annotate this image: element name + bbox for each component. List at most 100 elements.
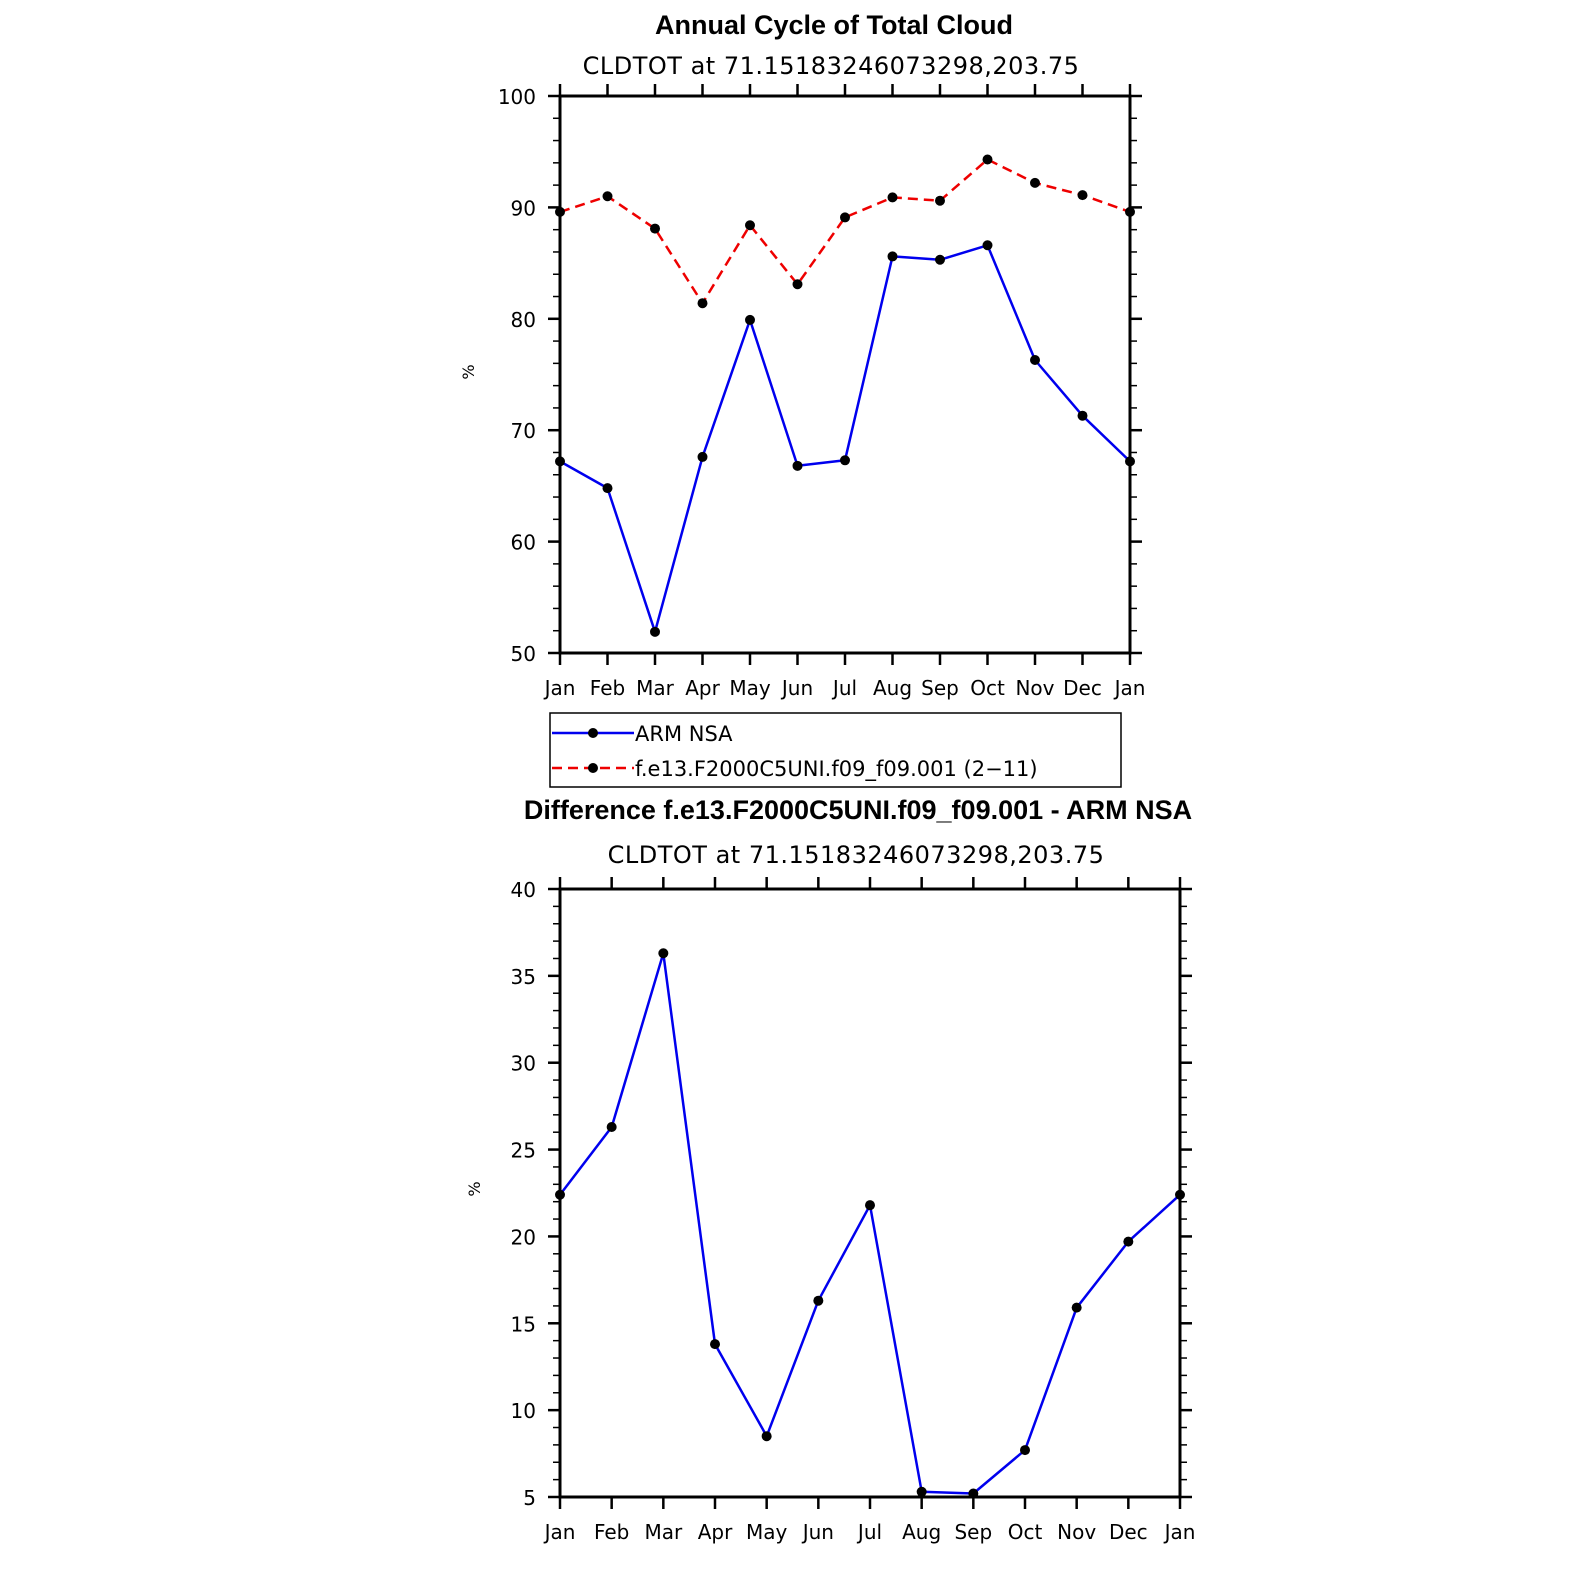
- y-axis-label: %: [465, 1181, 484, 1196]
- x-tick-label: Jan: [543, 1520, 576, 1544]
- data-point: [1125, 206, 1135, 217]
- legend-label-arm: ARM NSA: [635, 722, 733, 746]
- y-tick-label: 60: [511, 531, 536, 555]
- y-tick-label: 80: [511, 308, 536, 332]
- annual-cycle-chart: Annual Cycle of Total Cloud CLDTOT at 71…: [459, 10, 1145, 700]
- data-point: [935, 254, 945, 265]
- data-point: [1030, 355, 1040, 366]
- data-point: [792, 279, 803, 290]
- x-tick-label: May: [746, 1520, 788, 1544]
- x-tick-label: Feb: [594, 1520, 629, 1544]
- legend: ARM NSA f.e13.F2000C5UNI.f09_f09.001 (2−…: [549, 712, 1122, 788]
- y-tick-label: 100: [498, 85, 536, 109]
- data-point: [658, 948, 669, 959]
- data-point: [1030, 177, 1040, 188]
- y-axis-label: %: [459, 364, 478, 379]
- plot-axes: 5 10 15 20 25 30 35 40 Jan Feb Mar Apr May Jun Jul Aug S…: [511, 877, 1196, 1544]
- x-tick-label: Dec: [1109, 1520, 1148, 1544]
- data-point: [982, 154, 993, 165]
- x-tick-label: Jun: [780, 676, 813, 700]
- series-line: [559, 244, 1131, 634]
- data-point: [792, 460, 803, 471]
- legend-marker-arm: [588, 728, 598, 738]
- x-tick-label: Dec: [1063, 676, 1102, 700]
- y-tick-label: 10: [511, 1399, 536, 1423]
- data-point: [602, 191, 613, 202]
- data-point: [555, 206, 565, 217]
- y-tick-label: 30: [511, 1052, 536, 1076]
- data-point: [697, 298, 708, 309]
- x-tick-label: Oct: [970, 676, 1005, 700]
- x-tick-label: Mar: [644, 1520, 683, 1544]
- legend-marker-model: [588, 763, 598, 773]
- x-tick-label: Apr: [685, 676, 720, 700]
- data-point: [1125, 456, 1135, 467]
- data-point: [606, 1121, 617, 1132]
- data-point: [602, 483, 613, 494]
- data-point: [1020, 1445, 1030, 1456]
- y-tick-label: 20: [511, 1225, 536, 1249]
- data-point: [650, 626, 660, 637]
- series-line: [559, 158, 1131, 305]
- data-point: [1123, 1236, 1134, 1247]
- data-point: [935, 195, 945, 206]
- plot-axes: 50 60 70 80 90 100 Jan Feb Mar Apr May Jun Jul Aug Sep…: [498, 84, 1146, 700]
- plot-frame: [558, 887, 1182, 1499]
- x-tick-label: Feb: [590, 676, 625, 700]
- chart-title: Difference f.e13.F2000C5UNI.f09_f09.001 …: [524, 795, 1192, 825]
- data-point: [761, 1431, 772, 1442]
- data-point: [1077, 410, 1088, 421]
- data-point: [865, 1200, 875, 1211]
- data-point: [1175, 1189, 1185, 1200]
- y-tick-label: 35: [511, 965, 536, 989]
- x-tick-label: Jun: [801, 1520, 834, 1544]
- data-point: [1077, 190, 1088, 201]
- data-point: [555, 456, 565, 467]
- y-tick-label: 90: [511, 196, 536, 220]
- y-tick-label: 5: [523, 1486, 536, 1510]
- data-point: [840, 212, 850, 223]
- x-tick-label: Oct: [1008, 1520, 1043, 1544]
- data-point: [745, 220, 755, 231]
- plot-marks: [555, 154, 1135, 637]
- data-point: [1071, 1302, 1082, 1313]
- y-tick-label: 25: [511, 1139, 536, 1163]
- x-tick-label: May: [729, 676, 771, 700]
- x-tick-label: Aug: [873, 676, 912, 700]
- x-tick-label: Nov: [1057, 1520, 1096, 1544]
- x-tick-label: Jan: [1163, 1520, 1196, 1544]
- chart-title: Annual Cycle of Total Cloud: [655, 10, 1013, 40]
- data-point: [840, 455, 850, 466]
- data-point: [710, 1339, 720, 1350]
- data-point: [887, 192, 898, 203]
- x-tick-label: Sep: [921, 676, 959, 700]
- data-point: [650, 223, 660, 234]
- data-point: [555, 1189, 565, 1200]
- legend-box: [549, 712, 1122, 788]
- data-point: [887, 251, 898, 262]
- data-point: [813, 1295, 824, 1306]
- x-tick-label: Jul: [831, 676, 857, 700]
- data-point: [745, 314, 755, 325]
- x-tick-label: Aug: [902, 1520, 941, 1544]
- x-tick-label: Nov: [1015, 676, 1054, 700]
- difference-chart: Difference f.e13.F2000C5UNI.f09_f09.001 …: [465, 795, 1195, 1544]
- chart-subtitle: CLDTOT at 71.15183246073298,203.75: [608, 841, 1105, 869]
- chart-subtitle: CLDTOT at 71.15183246073298,203.75: [583, 52, 1080, 80]
- x-tick-label: Jan: [543, 676, 576, 700]
- x-tick-label: Apr: [698, 1520, 733, 1544]
- data-point: [968, 1488, 979, 1499]
- data-point: [697, 451, 708, 462]
- legend-label-model: f.e13.F2000C5UNI.f09_f09.001 (2−11): [635, 757, 1038, 782]
- plot-marks: [555, 948, 1185, 1499]
- x-tick-label: Jul: [856, 1520, 882, 1544]
- y-tick-label: 15: [511, 1312, 536, 1336]
- y-tick-label: 70: [511, 419, 536, 443]
- plot-frame: [558, 94, 1132, 655]
- x-tick-label: Jan: [1113, 676, 1146, 700]
- series-line: [559, 952, 1181, 1495]
- y-tick-label: 50: [511, 642, 536, 666]
- data-point: [982, 240, 993, 251]
- data-point: [916, 1486, 927, 1497]
